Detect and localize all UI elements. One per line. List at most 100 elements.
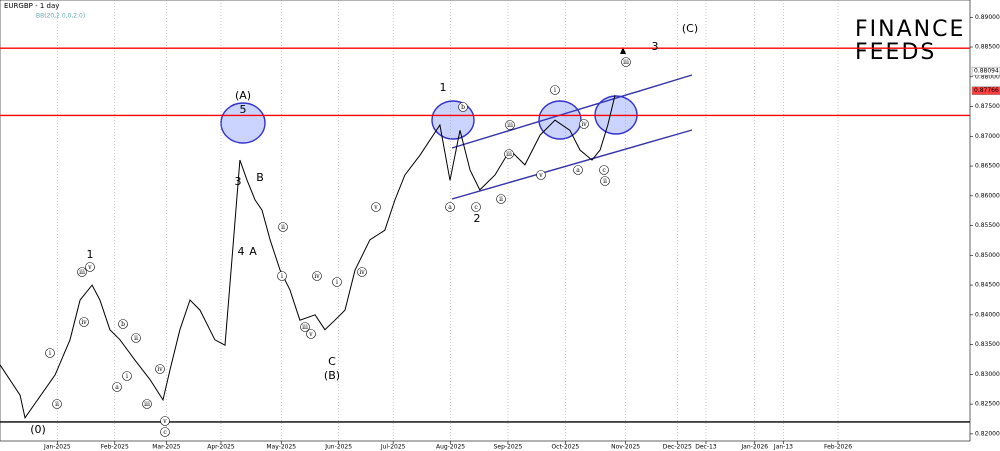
wave-marker (458, 102, 468, 112)
y-tick-label: 0.88000 (975, 73, 1000, 80)
wave-marker-label: a (448, 204, 452, 211)
price-tag-label: 0.88094 (974, 68, 999, 75)
channel-upper (451, 74, 693, 149)
wave-marker-label: v (162, 418, 167, 425)
wave-label: 1 (440, 81, 447, 94)
wave-label: (C) (682, 22, 698, 35)
x-tick-label: Dec-13 (695, 444, 717, 451)
x-tick-label: Feb-2025 (101, 444, 129, 451)
x-tick-label: Feb-2026 (824, 444, 852, 451)
y-tick-label: 0.84500 (975, 282, 1000, 289)
price-tag-label: 0.87766 (974, 87, 999, 94)
wave-marker (77, 267, 87, 277)
y-tick-label: 0.83000 (975, 371, 1000, 378)
wave-marker-label: b (461, 104, 465, 111)
x-tick-label: Nov-2025 (611, 444, 640, 451)
wave-marker-label: iii (79, 269, 85, 276)
wave-marker (579, 119, 589, 129)
wave-marker-label: i (49, 350, 51, 357)
wave-marker-label: c (602, 167, 606, 174)
wave-marker-label: c (163, 429, 167, 436)
logo-line1: FINANCE (855, 17, 965, 42)
x-tick-label: Apr-2025 (207, 444, 235, 451)
wave-marker (160, 416, 170, 426)
wave-label: (0) (30, 423, 46, 436)
wave-marker-label: i (554, 87, 556, 94)
wave-marker (277, 271, 287, 281)
wave-marker (536, 170, 546, 180)
x-tick-label: Dec-2025 (663, 444, 692, 451)
logo-line2: FEEDS (855, 40, 936, 65)
wave-marker (550, 85, 560, 95)
wave-marker-label: v (87, 264, 92, 271)
wave-marker (160, 427, 170, 437)
wave-marker (79, 317, 89, 327)
wave-marker (357, 267, 367, 277)
y-tick-label: 0.85000 (975, 252, 1000, 259)
wave-marker (496, 194, 506, 204)
channel-lower (451, 129, 693, 200)
price-tag (971, 86, 1000, 95)
wave-marker (471, 202, 481, 212)
wave-marker-label: v (308, 331, 313, 338)
chart-title: EURGBP - 1 day (4, 2, 59, 10)
x-tick-label: Sep-2025 (494, 444, 523, 451)
wave-marker-label: iv (81, 319, 87, 326)
wave-marker-label: ii (55, 401, 59, 408)
target-arrow (620, 47, 626, 54)
wave-marker (504, 149, 514, 159)
wave-marker (118, 319, 128, 329)
y-tick-label: 0.87500 (975, 103, 1000, 110)
wave-label: A (249, 245, 257, 258)
wave-label: C (328, 355, 336, 368)
wave-marker (45, 348, 55, 358)
wave-marker-label: iii (507, 122, 513, 129)
y-tick-label: 0.85500 (975, 222, 1000, 229)
indicator-label: BB(20,2.0,0,2.0) (36, 13, 85, 20)
wave-marker (312, 271, 322, 281)
x-tick-label: Jan-13 (773, 444, 793, 451)
wave-marker-label: iv (314, 273, 320, 280)
wave-label: 3 (652, 40, 659, 53)
wave-marker-label: a (576, 167, 580, 174)
wave-marker-label: a (115, 384, 119, 391)
wave-marker (332, 277, 342, 287)
wave-marker-label: iii (144, 401, 150, 408)
plot-frame (0, 0, 971, 442)
wave-marker (306, 329, 316, 339)
wave-marker-label: b (121, 321, 125, 328)
x-tick-label: Jan-2025 (43, 444, 71, 451)
x-tick-label: Jun-2025 (324, 444, 352, 451)
wave-label: (B) (324, 369, 340, 382)
y-tick-label: 0.84000 (975, 311, 1000, 318)
wave-marker-label: i (336, 279, 338, 286)
wave-label: 4 (238, 245, 245, 258)
wave-marker-label: iv (581, 121, 587, 128)
wave-label: 3 (235, 175, 242, 188)
wave-marker (621, 57, 631, 67)
wave-marker (52, 399, 62, 409)
wave-marker (573, 165, 583, 175)
price-tag (971, 66, 1000, 76)
wave-marker (85, 262, 95, 272)
wave-marker (300, 322, 310, 332)
wave-marker-label: i (281, 273, 283, 280)
wave-marker (112, 382, 122, 392)
wave-marker-label: i (126, 373, 128, 380)
wave-marker (371, 202, 381, 212)
wave-marker-label: ii (499, 196, 503, 203)
wave-marker-label: v (538, 172, 543, 179)
wave-marker (142, 399, 152, 409)
wave-marker-label: iv (157, 366, 163, 373)
wave-marker-label: ii (134, 335, 138, 342)
wave-marker (445, 202, 455, 212)
wave-marker (122, 371, 132, 381)
x-tick-label: Mar-2025 (152, 444, 181, 451)
wave-marker-label: iv (359, 269, 365, 276)
y-tick-label: 0.82500 (975, 401, 1000, 408)
wave-marker (278, 222, 288, 232)
wave-marker (505, 120, 515, 130)
wave-marker-label: c (474, 204, 478, 211)
wave-label: 5 (240, 103, 247, 116)
